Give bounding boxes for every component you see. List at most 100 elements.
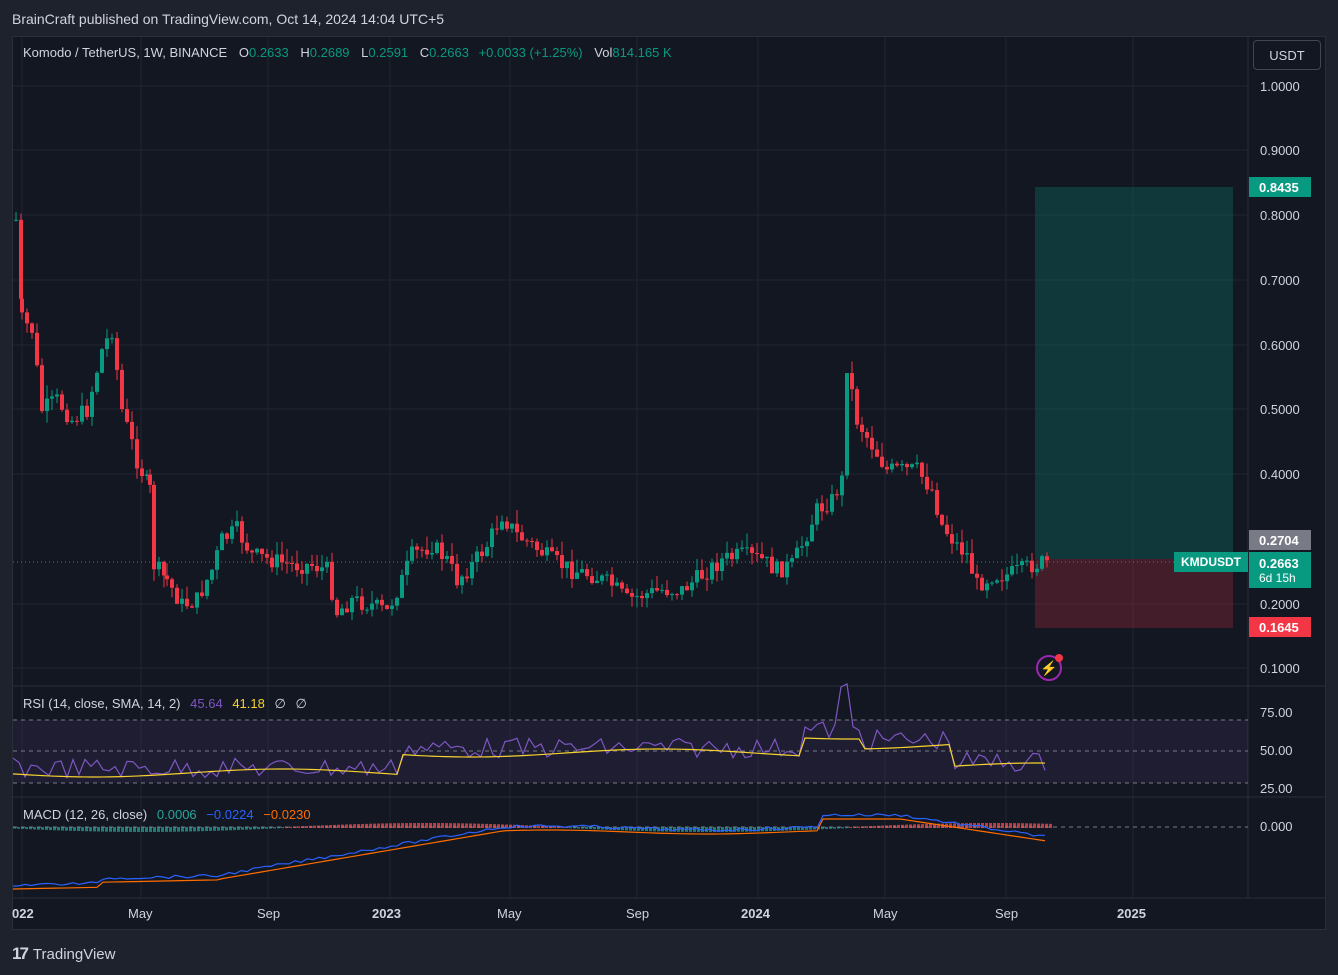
currency-button[interactable]: USDT bbox=[1253, 40, 1321, 70]
candle-body bbox=[735, 548, 739, 560]
macd-histogram-bar bbox=[465, 823, 468, 828]
macd-histogram-bar bbox=[721, 827, 724, 832]
macd-histogram-bar bbox=[157, 827, 160, 832]
macd-histogram-bar bbox=[481, 823, 484, 828]
macd-histogram-bar bbox=[421, 823, 424, 828]
current-price: 0.2663 bbox=[1259, 555, 1299, 571]
candle-body bbox=[285, 562, 289, 564]
candle-body bbox=[515, 523, 519, 533]
candle-body bbox=[19, 219, 23, 299]
tradingview-logo-icon: 17 bbox=[12, 944, 29, 963]
candle-body bbox=[25, 312, 29, 324]
candle-body bbox=[790, 558, 794, 562]
lightning-icon[interactable]: ⚡ bbox=[1036, 654, 1063, 681]
macd-histogram-bar bbox=[265, 827, 268, 829]
time-axis-label: Sep bbox=[626, 906, 650, 921]
macd-histogram-bar bbox=[1001, 823, 1004, 828]
high-value: 0.2689 bbox=[309, 45, 350, 60]
macd-histogram-bar bbox=[553, 826, 556, 828]
rsi-label[interactable]: RSI (14, close, SMA, 14, 2) bbox=[23, 696, 181, 711]
time-axis-label: Sep bbox=[257, 906, 281, 921]
macd-histogram-bar bbox=[993, 823, 996, 828]
macd-histogram-bar bbox=[1045, 823, 1048, 828]
candle-body bbox=[395, 597, 399, 606]
candle-body bbox=[725, 552, 729, 559]
candle-body bbox=[1005, 574, 1009, 582]
macd-histogram-bar bbox=[789, 827, 792, 831]
candle-body bbox=[480, 551, 484, 557]
macd-histogram-bar bbox=[289, 826, 292, 828]
time-axis-label: Sep bbox=[995, 906, 1019, 921]
candle-body bbox=[690, 582, 694, 591]
macd-histogram-bar bbox=[93, 827, 96, 832]
candle-body bbox=[365, 609, 369, 611]
candle-body bbox=[705, 578, 709, 580]
macd-histogram-bar bbox=[233, 827, 236, 831]
candle-body bbox=[755, 552, 759, 555]
macd-histogram-bar bbox=[1041, 823, 1044, 828]
macd-histogram-bar bbox=[177, 827, 180, 832]
macd-histogram-bar bbox=[957, 823, 960, 828]
macd-histogram-bar bbox=[29, 827, 32, 830]
candle-body bbox=[885, 466, 889, 470]
macd-histogram-bar bbox=[757, 827, 760, 832]
macd-histogram-bar bbox=[825, 827, 828, 830]
candle-body bbox=[420, 549, 424, 551]
macd-histogram-bar bbox=[181, 827, 184, 832]
current-price-tag[interactable]: 0.2663 6d 15h bbox=[1249, 552, 1311, 588]
tradingview-logo[interactable]: 17 TradingView bbox=[12, 944, 115, 964]
rsi-value: 45.64 bbox=[190, 696, 223, 711]
macd-histogram-bar bbox=[85, 827, 88, 832]
macd-histogram-bar bbox=[25, 827, 28, 830]
target-price-tag[interactable]: 0.8435 bbox=[1249, 177, 1311, 197]
candle-body bbox=[795, 547, 799, 559]
macd-histogram-bar bbox=[637, 827, 640, 831]
time-axis-label: May bbox=[128, 906, 153, 921]
candle-body bbox=[70, 420, 74, 423]
macd-histogram-bar bbox=[921, 824, 924, 828]
macd-histogram-bar bbox=[281, 827, 284, 829]
macd-histogram-bar bbox=[545, 826, 548, 828]
candle-body bbox=[180, 598, 184, 604]
macd-histogram-bar bbox=[649, 827, 652, 832]
open-value: 0.2633 bbox=[248, 45, 289, 60]
macd-histogram-bar bbox=[141, 827, 144, 832]
price-axis-label: 1.0000 bbox=[1260, 79, 1300, 94]
candle-body bbox=[55, 394, 59, 397]
macd-histogram-bar bbox=[621, 827, 624, 831]
volume-value: 814.165 K bbox=[612, 45, 672, 60]
open-label: O bbox=[238, 45, 249, 60]
candle-body bbox=[905, 464, 909, 468]
candle-body bbox=[1035, 568, 1039, 573]
symbol-legend[interactable]: Komodo / TetherUS, 1W, BINANCE O0.2633 H… bbox=[23, 45, 672, 60]
candle-body bbox=[450, 555, 454, 564]
macd-histogram-bar bbox=[333, 824, 336, 828]
macd-histogram-bar bbox=[153, 827, 156, 832]
candle-body bbox=[610, 574, 614, 586]
macd-hist-value: 0.0006 bbox=[156, 807, 197, 822]
macd-histogram-bar bbox=[849, 826, 852, 828]
macd-legend[interactable]: MACD (12, 26, close) 0.0006 −0.0224 −0.0… bbox=[23, 807, 311, 822]
entry-price-tag[interactable]: 0.2704 bbox=[1249, 530, 1311, 550]
chart-frame[interactable] bbox=[12, 36, 1326, 930]
macd-histogram-bar bbox=[461, 823, 464, 828]
macd-histogram-bar bbox=[225, 827, 228, 831]
macd-label[interactable]: MACD (12, 26, close) bbox=[23, 807, 148, 822]
rsi-legend[interactable]: RSI (14, close, SMA, 14, 2) 45.64 41.18 … bbox=[23, 696, 307, 712]
stop-price-tag[interactable]: 0.1645 bbox=[1249, 617, 1311, 637]
macd-histogram-bar bbox=[261, 827, 264, 829]
macd-histogram-bar bbox=[205, 827, 208, 832]
candle-body bbox=[345, 608, 349, 613]
candle-body bbox=[335, 599, 339, 616]
macd-histogram-bar bbox=[361, 823, 364, 828]
candle-body bbox=[125, 409, 129, 422]
macd-histogram-bar bbox=[885, 825, 888, 828]
symbol-name[interactable]: Komodo / TetherUS, 1W, BINANCE bbox=[23, 45, 228, 60]
macd-histogram-bar bbox=[129, 827, 132, 832]
macd-histogram-bar bbox=[725, 827, 728, 832]
candle-body bbox=[205, 579, 209, 596]
candle-body bbox=[945, 524, 949, 535]
macd-histogram-bar bbox=[601, 827, 604, 830]
candle-body bbox=[765, 556, 769, 559]
